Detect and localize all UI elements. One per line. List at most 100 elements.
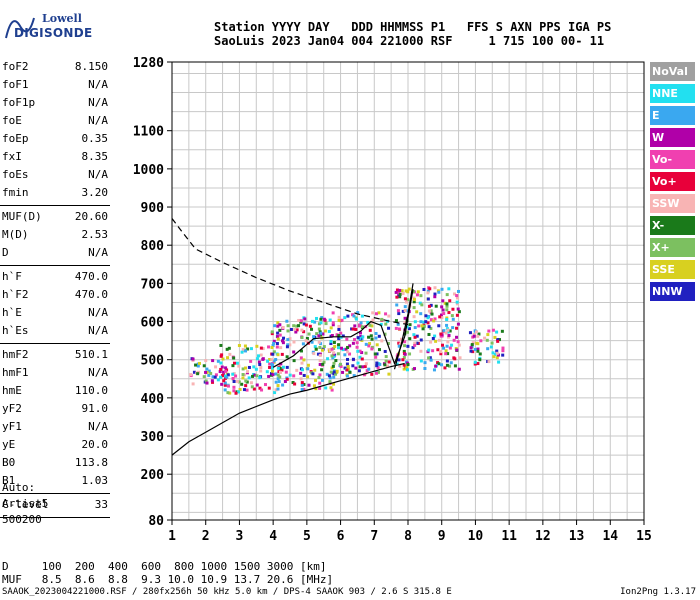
- echo-point: [413, 326, 417, 330]
- echo-point: [413, 343, 417, 347]
- echo-point: [322, 345, 326, 349]
- echo-point: [295, 328, 299, 332]
- echo-point: [249, 359, 253, 363]
- echo-point: [299, 320, 303, 324]
- echo-point: [306, 375, 310, 379]
- echo-point: [330, 347, 334, 351]
- echo-point: [334, 372, 338, 376]
- echo-point: [314, 387, 318, 391]
- echo-point: [489, 345, 493, 349]
- echo-point: [241, 367, 245, 371]
- echo-point: [485, 338, 489, 342]
- echo-point: [299, 377, 303, 381]
- echo-point: [421, 327, 425, 331]
- echo-point: [374, 336, 378, 340]
- echo-point: [453, 364, 457, 368]
- echo-point: [445, 316, 449, 320]
- echo-point: [292, 374, 296, 378]
- echo-point: [276, 387, 280, 391]
- echo-point: [444, 349, 448, 353]
- echo-point: [286, 324, 290, 328]
- echo-point: [403, 332, 407, 336]
- param-row: fmin 3.20: [0, 184, 110, 202]
- echo-point: [351, 341, 355, 345]
- echo-point: [358, 323, 362, 327]
- param-name: M(D): [2, 228, 29, 241]
- echo-point: [235, 390, 239, 394]
- echo-point: [220, 382, 224, 386]
- echo-point: [310, 340, 314, 344]
- param-value: 2.53: [81, 228, 109, 241]
- echo-point: [312, 352, 316, 356]
- echo-point: [395, 354, 399, 358]
- echo-point: [364, 325, 368, 329]
- echo-point: [253, 373, 257, 377]
- echo-point: [471, 335, 475, 339]
- echo-point: [437, 324, 441, 328]
- echo-point: [442, 346, 446, 350]
- echo-point: [341, 370, 345, 374]
- legend-item: Vo-: [650, 150, 695, 169]
- echo-point: [357, 323, 361, 327]
- echo-point: [232, 372, 236, 376]
- echo-point: [332, 352, 336, 356]
- echo-point: [311, 350, 315, 354]
- echo-point: [293, 327, 297, 331]
- echo-point: [478, 358, 482, 362]
- echo-point: [445, 308, 449, 312]
- echo-point: [318, 373, 322, 377]
- echo-point: [339, 319, 343, 323]
- echo-point: [473, 362, 477, 366]
- echo-point: [404, 365, 408, 369]
- echo-point: [249, 381, 253, 385]
- echo-point: [275, 335, 279, 339]
- echo-point: [221, 373, 225, 377]
- echo-point: [318, 386, 322, 390]
- echo-point: [403, 305, 407, 309]
- echo-point: [439, 350, 443, 354]
- echo-point: [302, 358, 306, 362]
- echo-point: [320, 368, 324, 372]
- echo-point: [376, 366, 380, 370]
- echo-point: [232, 385, 236, 389]
- echo-point: [259, 366, 263, 370]
- echo-point: [244, 384, 248, 388]
- echo-point: [302, 387, 306, 391]
- echo-point: [346, 350, 350, 354]
- echo-point: [276, 373, 280, 377]
- echo-point: [351, 327, 355, 331]
- echo-point: [386, 319, 390, 323]
- echo-point: [274, 357, 278, 361]
- echo-point: [455, 300, 459, 304]
- echo-point: [276, 335, 280, 339]
- echo-point: [204, 370, 208, 374]
- echo-point: [259, 346, 263, 350]
- echo-point: [292, 324, 296, 328]
- echo-point: [276, 377, 280, 381]
- echo-point: [441, 299, 445, 303]
- echo-point: [351, 364, 355, 368]
- param-name: foEs: [2, 168, 29, 181]
- echo-point: [397, 291, 401, 295]
- echo-point: [247, 376, 251, 380]
- echo-point: [359, 334, 363, 338]
- echo-point: [265, 370, 269, 374]
- echo-point: [397, 344, 401, 348]
- echo-point: [350, 327, 354, 331]
- echo-point: [398, 292, 402, 296]
- echo-point: [486, 360, 490, 364]
- echo-point: [320, 363, 324, 367]
- echo-point: [356, 361, 360, 365]
- echo-point: [408, 323, 412, 327]
- echo-point: [476, 342, 480, 346]
- echo-point: [331, 371, 335, 375]
- echo-point: [355, 341, 359, 345]
- echo-point: [448, 346, 452, 350]
- echo-point: [358, 355, 362, 359]
- echo-point: [300, 361, 304, 365]
- echo-point: [419, 312, 423, 316]
- echo-point: [191, 357, 195, 361]
- param-value: N/A: [88, 114, 108, 127]
- param-name: yF1: [2, 420, 22, 433]
- echo-point: [370, 320, 374, 324]
